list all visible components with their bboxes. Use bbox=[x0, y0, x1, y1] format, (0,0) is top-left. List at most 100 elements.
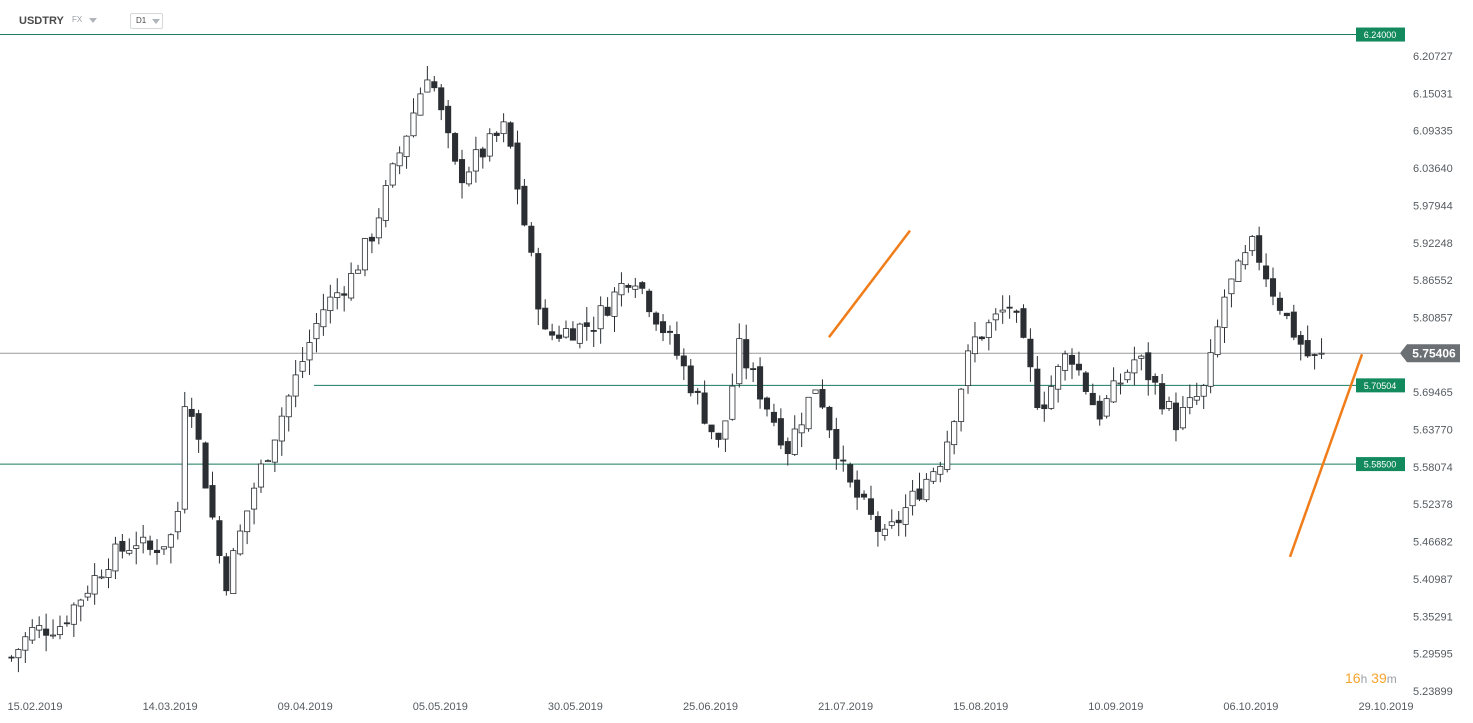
candle-body bbox=[1013, 310, 1020, 313]
candle-body bbox=[479, 148, 486, 158]
x-tick-label: 15.02.2019 bbox=[7, 701, 62, 713]
y-tick-label: 5.86552 bbox=[1413, 275, 1453, 287]
candle-body bbox=[1214, 326, 1221, 356]
y-tick-label: 5.69465 bbox=[1413, 387, 1453, 399]
candle-body bbox=[805, 396, 812, 430]
candle-body bbox=[1311, 354, 1318, 356]
candle-body bbox=[1124, 371, 1131, 381]
candle-body bbox=[826, 406, 833, 431]
candle-body bbox=[438, 87, 445, 111]
candle-body bbox=[791, 428, 798, 455]
trendline-upper bbox=[828, 229, 911, 338]
candle-body bbox=[1186, 397, 1193, 408]
candle-body bbox=[1117, 382, 1124, 385]
candle-body bbox=[348, 273, 355, 299]
candle-body bbox=[361, 238, 369, 271]
y-tick-label: 5.23899 bbox=[1413, 686, 1453, 698]
current-price-label: 5.75406 bbox=[1412, 347, 1456, 361]
candle-body bbox=[888, 521, 895, 526]
candle-body bbox=[257, 463, 265, 488]
candle-body bbox=[951, 421, 958, 446]
candle-body bbox=[958, 388, 965, 422]
candle-body bbox=[22, 636, 29, 651]
y-tick-label: 6.20727 bbox=[1413, 51, 1453, 63]
candle-body bbox=[43, 628, 50, 636]
timeframe-select[interactable]: D1 bbox=[130, 13, 163, 29]
candle-body bbox=[472, 149, 479, 172]
y-tick-label: 5.92248 bbox=[1413, 238, 1453, 250]
x-tick-label: 25.06.2019 bbox=[683, 701, 738, 713]
candle-body bbox=[1318, 352, 1325, 355]
candle-body bbox=[736, 338, 743, 385]
candle-body bbox=[1034, 368, 1041, 409]
candle-body bbox=[964, 350, 972, 387]
candle-body bbox=[763, 397, 771, 410]
candle-body bbox=[812, 389, 819, 394]
chevron-down-icon[interactable] bbox=[152, 19, 160, 24]
x-tick-label: 15.08.2019 bbox=[953, 701, 1008, 713]
candle-body bbox=[937, 465, 944, 475]
candle-body bbox=[1055, 366, 1062, 390]
candle-body bbox=[15, 649, 22, 659]
candle-body bbox=[1062, 353, 1069, 371]
candle-body bbox=[133, 545, 140, 549]
candle-body bbox=[569, 328, 576, 341]
candle-body bbox=[611, 291, 618, 317]
candle-body bbox=[431, 81, 438, 89]
candle-body bbox=[216, 520, 223, 556]
candle-body bbox=[452, 133, 459, 162]
candle-body bbox=[1207, 352, 1214, 387]
candle-body bbox=[1138, 355, 1145, 359]
candle-body bbox=[1200, 385, 1207, 397]
candle-body bbox=[944, 441, 951, 470]
candle-body bbox=[389, 163, 396, 186]
candle-body bbox=[923, 478, 930, 501]
candle-body bbox=[244, 510, 251, 533]
candle-body bbox=[1096, 400, 1103, 420]
candle-body bbox=[861, 493, 868, 498]
candle-body bbox=[1020, 308, 1027, 338]
candle-body bbox=[50, 634, 57, 637]
chart-toolbar: USDTRY FX D1 bbox=[0, 0, 400, 32]
candle-body bbox=[147, 540, 154, 550]
y-tick-label: 5.35291 bbox=[1413, 611, 1453, 623]
candle-body bbox=[1179, 407, 1186, 429]
candle-body bbox=[1110, 380, 1117, 403]
current-price-label-bg bbox=[1400, 344, 1460, 363]
candle-body bbox=[91, 575, 98, 595]
candle-body bbox=[576, 323, 583, 344]
candle-body bbox=[105, 569, 112, 578]
candle-body bbox=[77, 599, 84, 607]
candle-body bbox=[680, 355, 687, 367]
candle-body bbox=[784, 441, 791, 455]
candle-body bbox=[867, 498, 875, 515]
symbol-label[interactable]: USDTRY bbox=[19, 15, 64, 27]
candle-body bbox=[140, 536, 147, 544]
y-tick-label: 5.29595 bbox=[1413, 649, 1453, 661]
candle-body bbox=[251, 487, 258, 510]
candle-body bbox=[666, 330, 673, 333]
x-tick-label: 30.05.2019 bbox=[548, 701, 603, 713]
candle-body bbox=[992, 313, 999, 321]
candle-body bbox=[368, 236, 375, 242]
trendline-lower bbox=[1288, 353, 1364, 558]
candle-body bbox=[1242, 252, 1249, 266]
candle-body bbox=[895, 519, 902, 524]
timer-hours: 16 bbox=[1345, 670, 1361, 686]
candle-body bbox=[1297, 335, 1304, 345]
candle-body bbox=[542, 307, 549, 330]
candle-body bbox=[278, 415, 285, 442]
candle-body bbox=[174, 511, 181, 533]
x-tick-label: 06.10.2019 bbox=[1223, 701, 1278, 713]
candle-body bbox=[902, 507, 909, 525]
candle-body bbox=[1283, 312, 1290, 317]
candle-body bbox=[271, 439, 278, 463]
symbol-dropdown-icon[interactable] bbox=[89, 18, 97, 23]
candle-body bbox=[729, 385, 736, 420]
level-label: 5.58500 bbox=[1364, 460, 1397, 470]
x-tick-label: 10.09.2019 bbox=[1088, 701, 1143, 713]
candle-body bbox=[625, 285, 632, 288]
y-tick-label: 5.58074 bbox=[1413, 462, 1453, 474]
candle-body bbox=[1228, 278, 1235, 295]
